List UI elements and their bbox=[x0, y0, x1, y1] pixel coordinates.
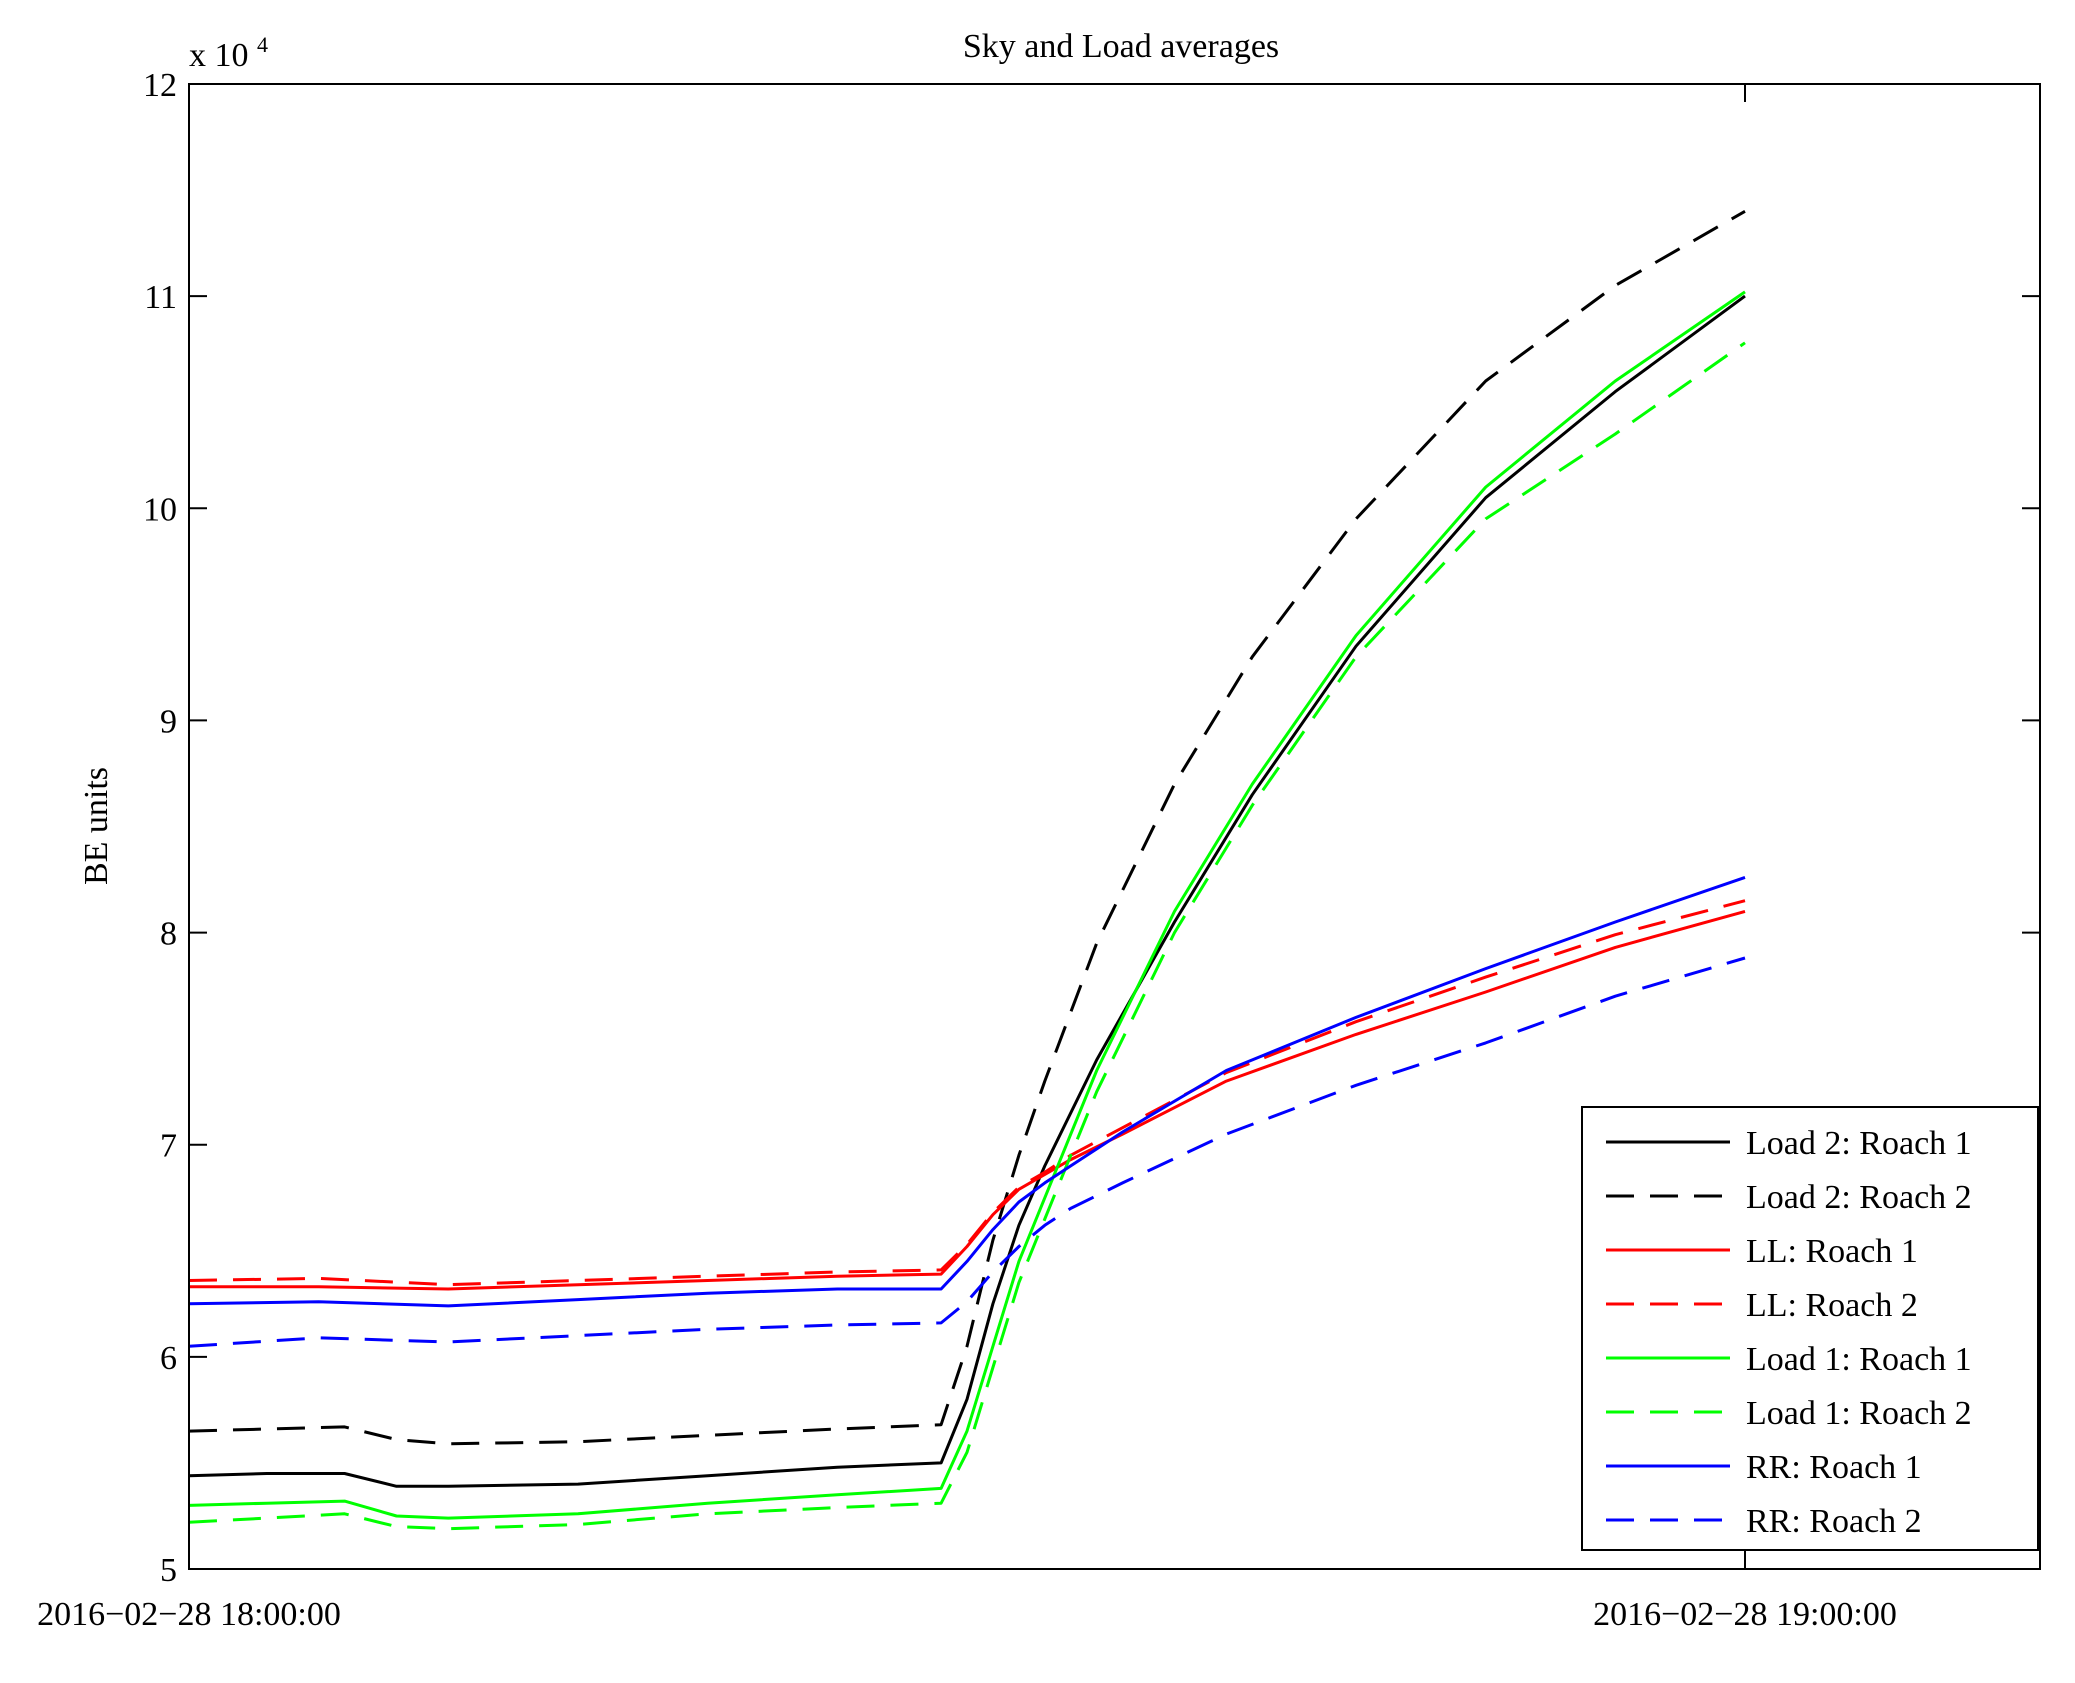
y-tick-label: 8 bbox=[160, 916, 177, 953]
y-tick-label: 12 bbox=[143, 67, 177, 104]
series-line-2 bbox=[188, 209, 1746, 1446]
series-line-4 bbox=[188, 899, 1746, 1287]
series-line-6 bbox=[188, 341, 1746, 1531]
legend-label: Load 1: Roach 1 bbox=[1746, 1341, 1972, 1378]
y-multiplier-exponent: 4 bbox=[257, 32, 268, 57]
y-tick-label: 11 bbox=[144, 279, 177, 316]
x-tick-label: 2016−02−28 18:00:00 bbox=[37, 1596, 341, 1633]
y-tick-label: 7 bbox=[160, 1128, 177, 1165]
x-tick-label: 2016−02−28 19:00:00 bbox=[1593, 1596, 1897, 1633]
chart-title: Sky and Load averages bbox=[963, 28, 1279, 65]
legend: Load 2: Roach 1 Load 2: Roach 2 LL: Roach … bbox=[1581, 1106, 2039, 1551]
legend-label: RR: Roach 1 bbox=[1746, 1449, 1922, 1486]
x-axis-ticks: 2016−02−28 18:00:00 2016−02−28 19:00:00 bbox=[37, 84, 1897, 1633]
y-multiplier-base: x 10 bbox=[189, 37, 249, 74]
legend-box bbox=[1581, 1106, 2039, 1551]
legend-label: Load 1: Roach 2 bbox=[1746, 1395, 1972, 1432]
legend-label: Load 2: Roach 2 bbox=[1746, 1179, 1972, 1216]
y-axis-multiplier: x 10 4 bbox=[189, 32, 268, 74]
series-line-1 bbox=[188, 294, 1746, 1488]
series-line-5 bbox=[188, 290, 1746, 1520]
y-tick-label: 9 bbox=[160, 703, 177, 740]
y-tick-label: 5 bbox=[160, 1552, 177, 1589]
legend-label: Load 2: Roach 1 bbox=[1746, 1125, 1972, 1162]
series-line-8 bbox=[188, 956, 1746, 1348]
series-line-3 bbox=[189, 909, 1746, 1291]
series-lines bbox=[188, 209, 1746, 1531]
legend-label: RR: Roach 2 bbox=[1746, 1503, 1922, 1540]
y-tick-label: 6 bbox=[160, 1340, 177, 1377]
y-axis-label: BE units bbox=[78, 767, 115, 885]
plot-area-frame bbox=[188, 83, 2041, 1570]
series-line-7 bbox=[188, 875, 1746, 1308]
legend-label: LL: Roach 1 bbox=[1746, 1233, 1918, 1270]
legend-label: LL: Roach 2 bbox=[1746, 1287, 1918, 1324]
y-tick-label: 10 bbox=[143, 491, 177, 528]
